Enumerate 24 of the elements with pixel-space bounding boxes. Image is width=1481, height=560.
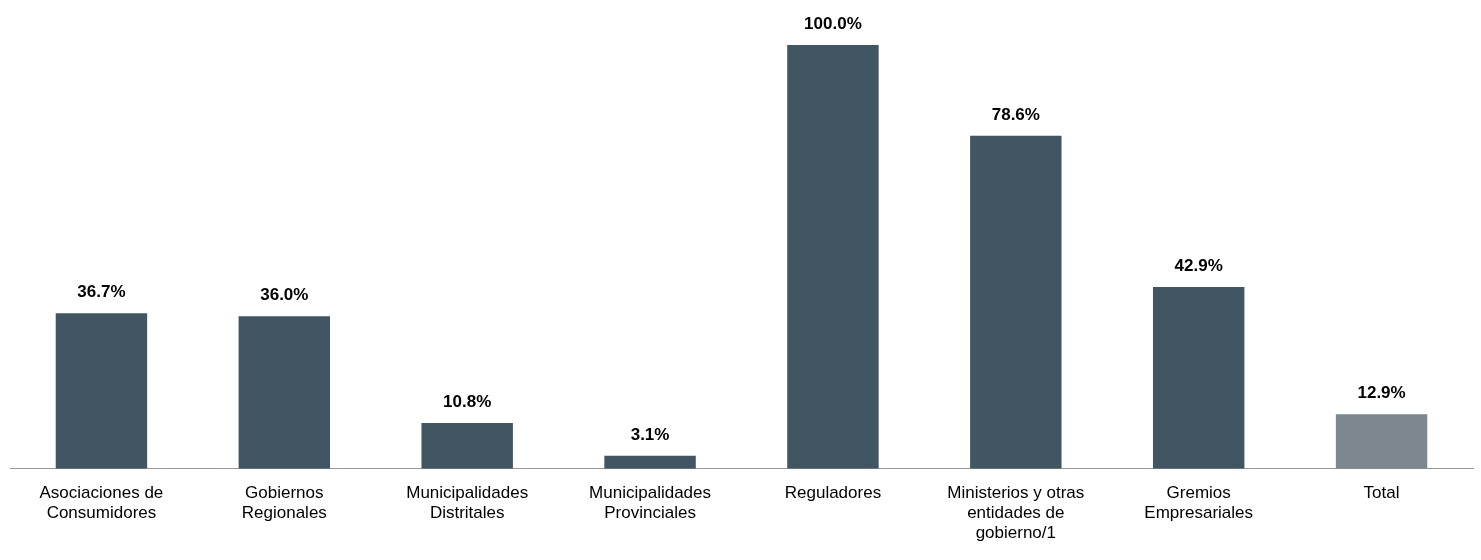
data-label: 100.0% (804, 14, 862, 34)
bar (55, 313, 148, 469)
data-label: 12.9% (1357, 383, 1406, 403)
data-label: 3.1% (630, 424, 670, 444)
x-tick-label: Ministerios y otras entidades de gobierno/1 (947, 482, 1085, 543)
data-label: 78.6% (991, 104, 1040, 124)
bar (970, 135, 1062, 469)
bar (787, 45, 879, 469)
x-tick-label: Asociaciones de Consumidores (39, 482, 164, 523)
data-label: 10.8% (443, 392, 492, 412)
bar (1152, 286, 1245, 469)
x-tick-label: Gobiernos Regionales (241, 482, 327, 523)
data-label: 36.0% (260, 285, 309, 305)
data-label: 36.7% (77, 282, 126, 302)
bar (604, 455, 696, 469)
data-label: 42.9% (1174, 256, 1223, 276)
x-tick-label: Total (1363, 482, 1400, 502)
x-tick-label: Municipalidades Distritales (406, 482, 529, 523)
x-tick-label: Reguladores (784, 482, 882, 502)
x-tick-label: Gremios Empresariales (1144, 482, 1254, 523)
bar (1335, 414, 1428, 469)
bar (238, 316, 331, 469)
x-tick-label: Municipalidades Provinciales (589, 482, 712, 523)
bar (421, 423, 513, 469)
